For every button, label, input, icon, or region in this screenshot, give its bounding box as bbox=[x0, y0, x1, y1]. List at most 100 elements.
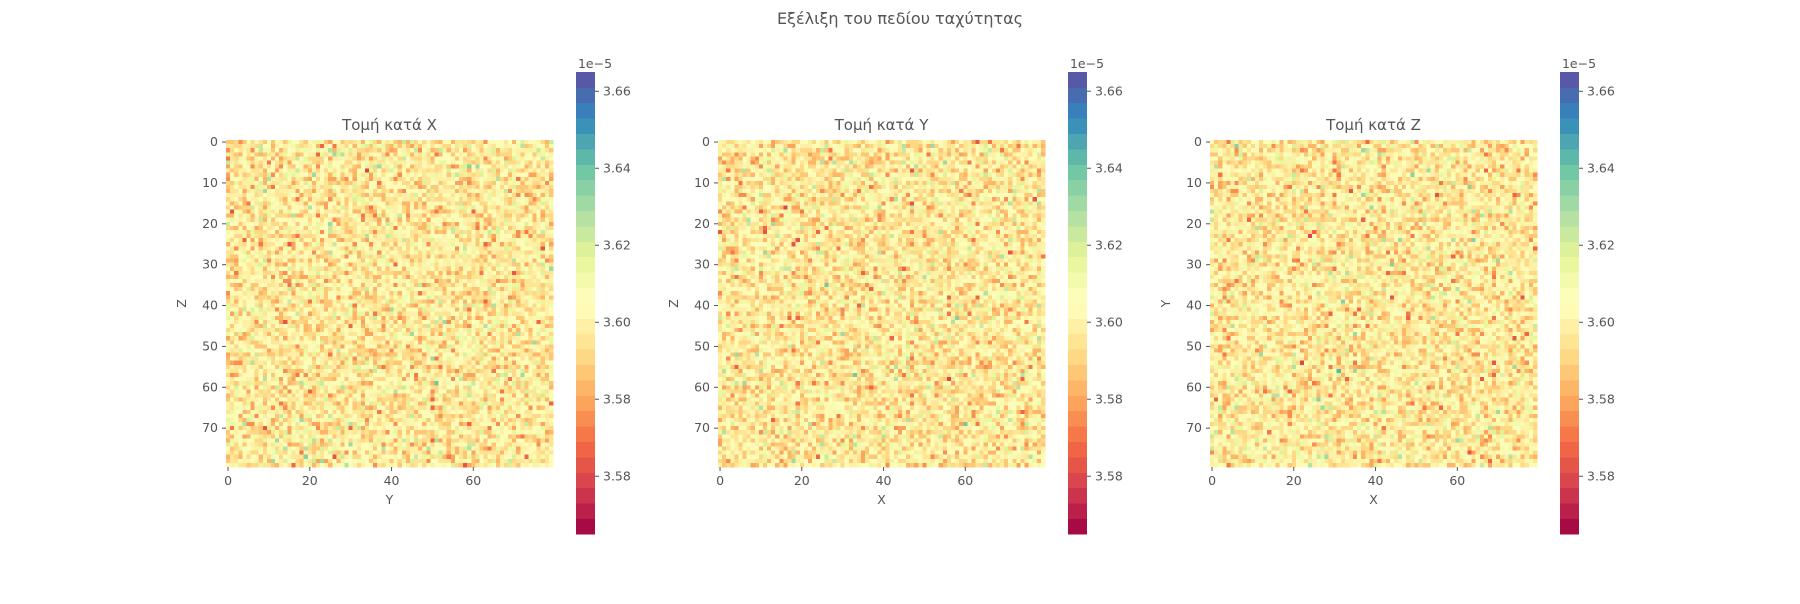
heatmap-cell bbox=[324, 381, 329, 386]
heatmap-cell bbox=[397, 140, 403, 145]
heatmap-cell bbox=[320, 283, 325, 288]
heatmap-cell bbox=[385, 352, 390, 357]
heatmap-cell bbox=[364, 197, 370, 202]
heatmap-cell bbox=[254, 328, 260, 333]
heatmap-cell bbox=[291, 311, 296, 317]
heatmap-cell bbox=[258, 352, 264, 357]
heatmap-cell bbox=[352, 209, 358, 214]
heatmap-cell bbox=[332, 209, 337, 214]
heatmap-cell bbox=[528, 381, 533, 386]
heatmap-cell bbox=[491, 221, 497, 227]
heatmap-cell bbox=[381, 287, 386, 292]
heatmap-cell bbox=[508, 283, 513, 288]
heatmap-cell bbox=[291, 246, 296, 251]
heatmap-cell bbox=[483, 287, 488, 292]
heatmap-cell bbox=[299, 364, 305, 370]
heatmap-cell bbox=[279, 291, 284, 296]
heatmap-cell bbox=[234, 205, 239, 210]
heatmap-cell bbox=[434, 287, 439, 292]
heatmap-cell bbox=[524, 172, 529, 178]
heatmap-cell bbox=[405, 299, 411, 304]
heatmap-cell bbox=[299, 242, 305, 247]
heatmap-cell bbox=[430, 372, 435, 378]
heatmap-cell bbox=[234, 356, 239, 362]
heatmap-cell bbox=[389, 368, 394, 374]
heatmap-cell bbox=[295, 254, 300, 259]
heatmap-cell bbox=[544, 332, 550, 337]
heatmap-cell bbox=[381, 262, 386, 268]
heatmap-cell bbox=[279, 140, 284, 145]
heatmap-cell bbox=[446, 205, 452, 210]
heatmap-cell bbox=[385, 205, 390, 210]
heatmap-cell bbox=[442, 303, 448, 308]
heatmap-cell bbox=[230, 176, 235, 182]
heatmap-cell bbox=[246, 299, 251, 304]
heatmap-cell bbox=[266, 262, 272, 268]
heatmap-cell bbox=[320, 344, 325, 349]
heatmap-cell bbox=[405, 205, 411, 210]
heatmap-cell bbox=[246, 229, 251, 235]
heatmap-cell bbox=[234, 328, 239, 333]
heatmap-cell bbox=[242, 152, 247, 157]
heatmap-cell bbox=[516, 381, 521, 386]
heatmap-cell bbox=[475, 311, 480, 317]
heatmap-cell bbox=[405, 360, 411, 366]
heatmap-cell bbox=[287, 377, 292, 382]
heatmap-cell bbox=[336, 332, 341, 337]
heatmap-cell bbox=[373, 205, 378, 210]
heatmap-cell bbox=[479, 160, 484, 165]
heatmap-cell bbox=[418, 140, 423, 145]
heatmap-cell bbox=[336, 393, 341, 398]
heatmap-cell bbox=[320, 225, 325, 231]
heatmap-cell bbox=[450, 315, 456, 321]
heatmap-cell bbox=[471, 352, 476, 357]
heatmap-cell bbox=[385, 156, 390, 161]
heatmap-cell bbox=[340, 189, 345, 194]
heatmap-cell bbox=[328, 180, 333, 186]
heatmap-cell bbox=[324, 140, 329, 145]
heatmap-cell bbox=[352, 303, 358, 308]
heatmap-cell bbox=[328, 291, 333, 296]
heatmap-cell bbox=[340, 299, 345, 304]
heatmap-cell bbox=[414, 307, 419, 313]
heatmap-cell bbox=[254, 348, 260, 353]
heatmap-cell bbox=[540, 266, 546, 272]
heatmap-cell bbox=[442, 262, 448, 268]
heatmap-cell bbox=[536, 184, 542, 190]
heatmap-cell bbox=[483, 283, 488, 288]
heatmap-cell bbox=[266, 197, 272, 202]
heatmap-cell bbox=[430, 205, 435, 210]
heatmap-cell bbox=[495, 152, 501, 157]
heatmap-cell bbox=[458, 168, 464, 174]
heatmap-cell bbox=[299, 246, 305, 251]
heatmap-cell bbox=[401, 270, 407, 276]
heatmap-cell bbox=[385, 197, 390, 202]
heatmap-cell bbox=[279, 209, 284, 214]
heatmap-cell bbox=[393, 307, 399, 313]
heatmap-cell bbox=[324, 283, 329, 288]
heatmap-cell bbox=[315, 250, 321, 255]
heatmap-cell bbox=[250, 193, 255, 198]
heatmap-cell bbox=[405, 336, 411, 341]
heatmap-cell bbox=[270, 242, 276, 247]
heatmap-cell bbox=[503, 278, 509, 284]
heatmap-cell bbox=[360, 340, 366, 345]
heatmap-cell bbox=[495, 377, 501, 382]
heatmap-cell bbox=[303, 152, 309, 157]
heatmap-cell bbox=[340, 262, 345, 268]
heatmap-cell bbox=[495, 164, 501, 169]
heatmap-cell bbox=[377, 356, 382, 362]
heatmap-cell bbox=[495, 140, 501, 145]
heatmap-cell bbox=[287, 332, 292, 337]
heatmap-cell bbox=[389, 262, 394, 268]
heatmap-cell bbox=[536, 328, 542, 333]
heatmap-cell bbox=[324, 176, 329, 182]
heatmap-cell bbox=[369, 156, 374, 161]
heatmap-cell bbox=[360, 389, 366, 394]
heatmap-cell bbox=[499, 295, 505, 300]
heatmap-cell bbox=[344, 168, 349, 174]
heatmap-cell bbox=[512, 229, 517, 235]
heatmap-cell bbox=[536, 323, 542, 329]
heatmap-cell bbox=[454, 377, 460, 382]
heatmap-cell bbox=[426, 336, 431, 341]
